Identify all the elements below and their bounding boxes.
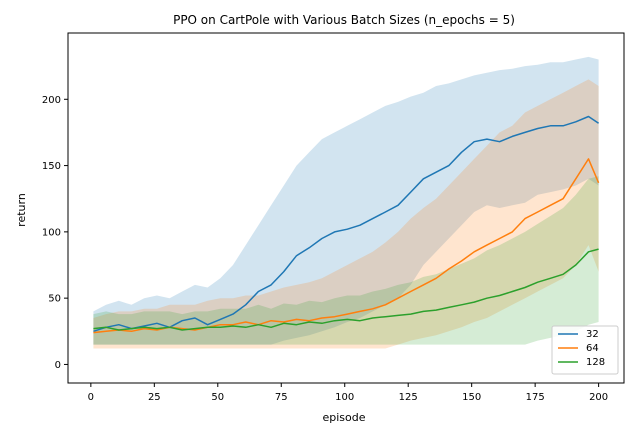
x-tick-label: 50 bbox=[211, 392, 224, 403]
x-tick-label: 25 bbox=[148, 392, 161, 403]
y-axis-label: return bbox=[15, 193, 28, 227]
x-axis-label: episode bbox=[322, 411, 365, 424]
line-series-64 bbox=[93, 158, 600, 334]
y-tick-label: 200 bbox=[42, 95, 61, 106]
legend: 32 64 128 bbox=[551, 325, 619, 375]
x-tick-label: 0 bbox=[88, 392, 94, 403]
legend-label-64: 64 bbox=[586, 343, 599, 354]
x-tick-label: 125 bbox=[399, 392, 418, 403]
line-series-32 bbox=[93, 115, 600, 333]
line-series-128 bbox=[93, 248, 599, 331]
y-axis: 0 50 100 150 200 bbox=[42, 95, 68, 371]
chart-title: PPO on CartPole with Various Batch Sizes… bbox=[173, 13, 515, 27]
legend-box bbox=[551, 325, 619, 375]
plot-area-frame bbox=[67, 32, 625, 384]
y-tick-label: 150 bbox=[42, 161, 61, 172]
x-tick-label: 175 bbox=[526, 392, 545, 403]
y-tick-label: 100 bbox=[42, 227, 61, 238]
x-axis: 0 25 50 75 100 125 150 175 200 bbox=[88, 383, 608, 403]
x-tick-label: 200 bbox=[589, 392, 608, 403]
y-tick-label: 50 bbox=[48, 294, 61, 305]
x-tick-label: 150 bbox=[462, 392, 481, 403]
x-tick-label: 75 bbox=[275, 392, 288, 403]
y-tick-label: 0 bbox=[55, 360, 61, 371]
legend-label-32: 32 bbox=[586, 329, 599, 340]
series-lines bbox=[93, 115, 600, 334]
x-tick-label: 100 bbox=[335, 392, 354, 403]
band-series-64 bbox=[93, 79, 599, 349]
legend-label-128: 128 bbox=[586, 357, 605, 368]
confidence-bands bbox=[93, 56, 599, 349]
band-series-32 bbox=[93, 56, 599, 345]
